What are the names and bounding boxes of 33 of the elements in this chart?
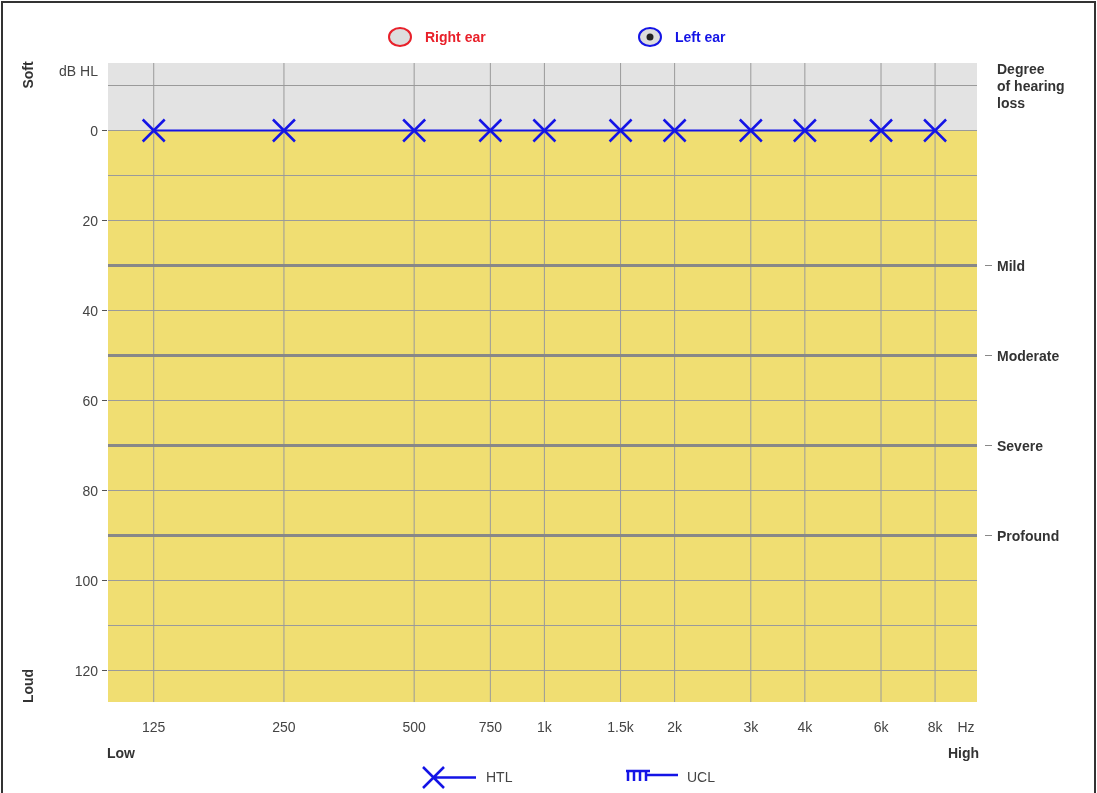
x-tick-label: 4k [797, 719, 814, 735]
y2-axis-title: Degree of hearing loss [997, 61, 1065, 111]
legend-label: Left ear [675, 29, 727, 45]
x-axis-title: Hz [957, 719, 975, 735]
y-tick-label: 20 [82, 212, 99, 229]
text: Loud [20, 668, 36, 704]
legend-label: Right ear [425, 29, 487, 45]
y-tick-label: 60 [82, 392, 99, 409]
x-tick-label: 1.5k [607, 719, 635, 735]
ref-line-label: Mild [997, 257, 1025, 274]
y-tick-label: 100 [74, 572, 99, 589]
text: UCL [687, 769, 716, 785]
ref-line-label: Moderate [997, 347, 1060, 364]
x-tick-label: 1k [537, 719, 553, 735]
x-tick-label: 250 [272, 719, 296, 735]
text: HTL [486, 769, 513, 785]
y-tick-label: 0 [90, 122, 99, 139]
y-tick-label: 40 [82, 302, 99, 319]
x-tick-label: 6k [873, 719, 890, 735]
x-tick-label: 8k [927, 719, 944, 735]
x-tick-label: 125 [142, 719, 166, 735]
x-tick-label: 750 [478, 719, 503, 735]
y-tick-label: 80 [82, 482, 99, 499]
ref-line-label: Profound [997, 527, 1060, 544]
x-tick-label: 3k [743, 719, 760, 735]
ref-line-label: Severe [997, 437, 1044, 454]
text: High [947, 745, 979, 761]
y-tick-label: 120 [74, 662, 99, 679]
x-tick-label: 2k [667, 719, 684, 735]
text: Soft [20, 61, 36, 89]
text: Low [107, 745, 136, 761]
x-tick-label: 500 [402, 719, 427, 735]
y-axis-title: dB HL [59, 63, 99, 79]
